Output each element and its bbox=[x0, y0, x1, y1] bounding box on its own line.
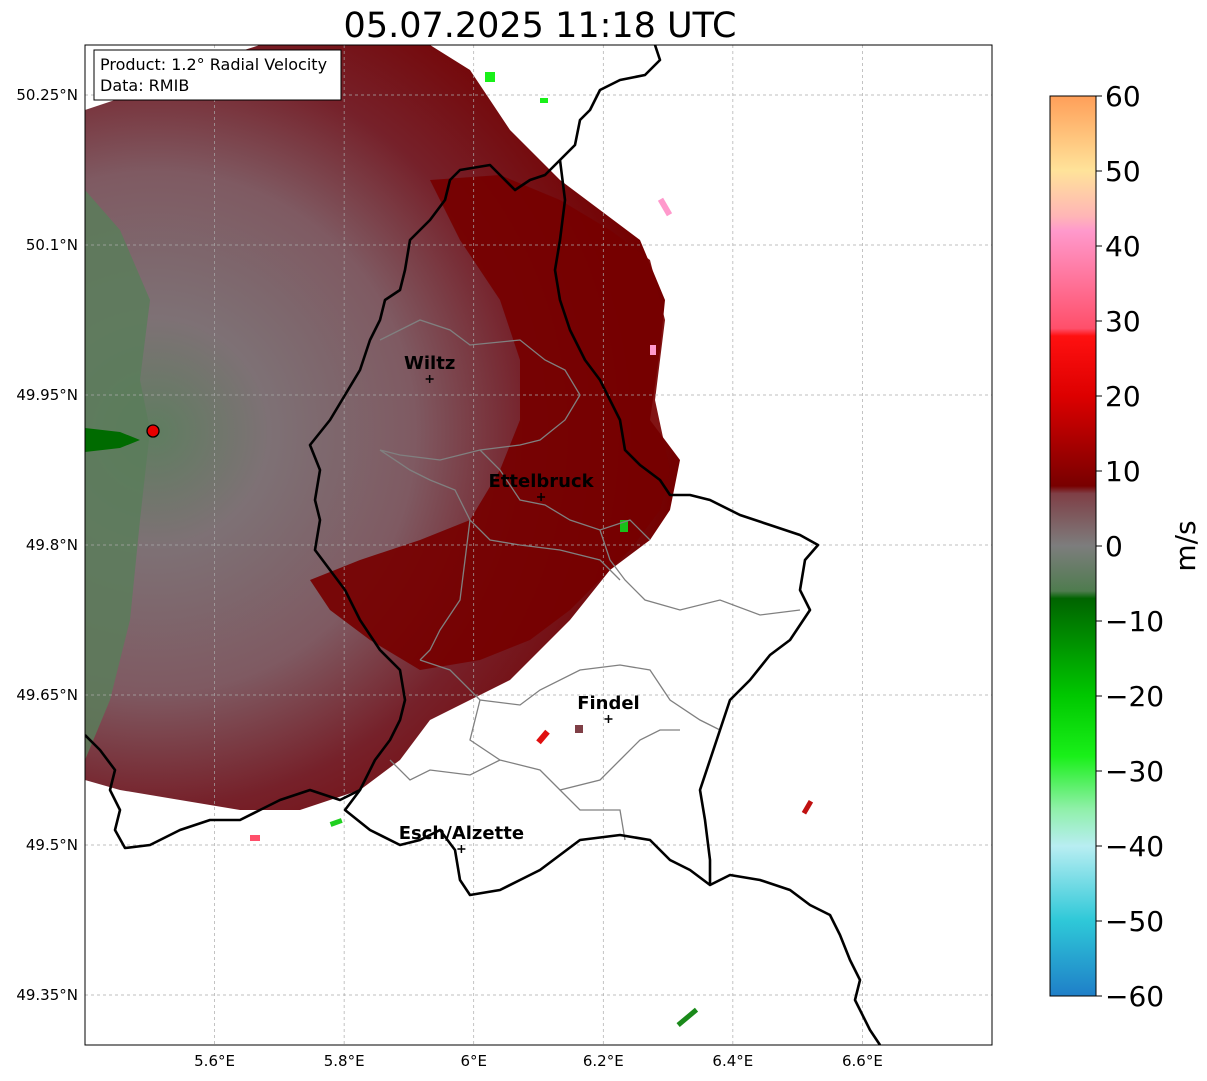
admin-boundaries bbox=[379, 319, 801, 841]
city-label: Ettelbruck bbox=[489, 471, 595, 492]
lat-tick-label: 49.95°N bbox=[16, 386, 78, 404]
colorbar-tick-label: 60 bbox=[1105, 80, 1141, 113]
lat-tick-label: 50.25°N bbox=[16, 86, 78, 104]
latitude-tick-labels: 50.25°N 50.1°N 49.95°N 49.8°N 49.65°N 49.5°N 4… bbox=[16, 86, 78, 1004]
colorbar-tick-label: 0 bbox=[1105, 530, 1123, 563]
colorbar-tick-label: 50 bbox=[1105, 155, 1141, 188]
city-marker: Wiltz bbox=[404, 353, 455, 383]
colorbar-tick-label: −20 bbox=[1105, 680, 1164, 713]
radar-site-marker bbox=[146, 424, 160, 438]
inbound-velocity-region bbox=[85, 190, 150, 760]
map-title: 05.07.2025 11:18 UTC bbox=[344, 6, 737, 46]
colorbar-tick-label: 40 bbox=[1105, 230, 1141, 263]
lon-tick-label: 6.4°E bbox=[712, 1052, 753, 1070]
colorbar-tick-label: −40 bbox=[1105, 830, 1164, 863]
info-data-line: Data: RMIB bbox=[100, 76, 189, 95]
colorbar-tick-label: 10 bbox=[1105, 455, 1141, 488]
country-borders bbox=[85, 45, 882, 1045]
lon-tick-label: 6.6°E bbox=[842, 1052, 883, 1070]
strong-inbound-echo bbox=[85, 428, 140, 452]
city-marker: Esch/Alzette bbox=[399, 823, 524, 853]
scattered-echoes bbox=[250, 72, 814, 1028]
colorbar: 60 50 40 30 20 10 0 −10 −20 −30 −40 −50 −60 m/s bbox=[1049, 80, 1202, 1013]
city-cross-icon bbox=[537, 493, 546, 501]
colorbar-tick-label: −30 bbox=[1105, 755, 1164, 788]
lat-tick-label: 50.1°N bbox=[26, 236, 78, 254]
colorbar-bar bbox=[1049, 95, 1097, 997]
map-frame bbox=[84, 44, 993, 1046]
strong-outbound-band bbox=[310, 175, 670, 670]
city-marker: Findel bbox=[577, 693, 640, 723]
city-marker: Ettelbruck bbox=[489, 471, 595, 501]
lat-tick-label: 49.65°N bbox=[16, 686, 78, 704]
colorbar-label: m/s bbox=[1169, 520, 1202, 571]
city-label: Esch/Alzette bbox=[399, 823, 524, 844]
lon-tick-label: 5.6°E bbox=[194, 1052, 235, 1070]
colorbar-tick-label: −60 bbox=[1105, 980, 1164, 1013]
lat-tick-label: 49.8°N bbox=[26, 536, 78, 554]
info-box: Product: 1.2° Radial Velocity Data: RMIB bbox=[93, 49, 342, 101]
lon-tick-label: 5.8°E bbox=[324, 1052, 365, 1070]
city-label: Wiltz bbox=[404, 353, 455, 374]
city-label: Findel bbox=[577, 693, 640, 714]
city-markers: Wiltz Ettelbruck Findel Esch/Alzette bbox=[399, 353, 640, 853]
colorbar-tick-label: −10 bbox=[1105, 605, 1164, 638]
lon-tick-label: 6°E bbox=[460, 1052, 487, 1070]
lon-tick-label: 6.2°E bbox=[583, 1052, 624, 1070]
colorbar-tick-label: −50 bbox=[1105, 905, 1164, 938]
city-cross-icon bbox=[425, 375, 434, 383]
lat-tick-label: 49.35°N bbox=[16, 986, 78, 1004]
city-cross-icon bbox=[604, 715, 613, 723]
colorbar-ticks: 60 50 40 30 20 10 0 −10 −20 −30 −40 −50 −60 bbox=[1096, 80, 1164, 1013]
city-cross-icon bbox=[457, 845, 466, 853]
longitude-tick-labels: 5.6°E 5.8°E 6°E 6.2°E 6.4°E 6.6°E bbox=[194, 1052, 883, 1070]
colorbar-tick-label: 20 bbox=[1105, 380, 1141, 413]
info-product-line: Product: 1.2° Radial Velocity bbox=[100, 55, 327, 74]
colorbar-tick-label: 30 bbox=[1105, 305, 1141, 338]
lat-tick-label: 49.5°N bbox=[26, 836, 78, 854]
